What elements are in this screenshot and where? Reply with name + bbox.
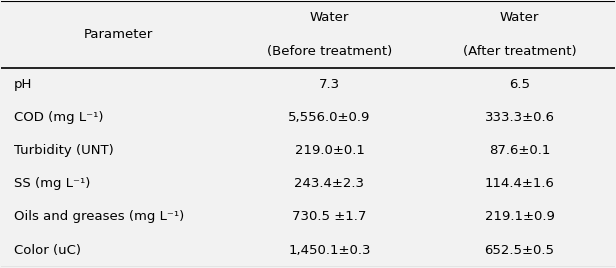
Text: 219.0±0.1: 219.0±0.1 xyxy=(294,144,365,157)
Text: 5,556.0±0.9: 5,556.0±0.9 xyxy=(288,111,371,124)
Text: 219.1±0.9: 219.1±0.9 xyxy=(485,210,554,224)
Text: 652.5±0.5: 652.5±0.5 xyxy=(485,244,554,256)
Text: Turbidity (UNT): Turbidity (UNT) xyxy=(14,144,113,157)
Text: 114.4±1.6: 114.4±1.6 xyxy=(485,177,554,190)
Text: 333.3±0.6: 333.3±0.6 xyxy=(485,111,554,124)
Text: SS (mg L⁻¹): SS (mg L⁻¹) xyxy=(14,177,90,190)
Text: 243.4±2.3: 243.4±2.3 xyxy=(294,177,365,190)
Text: Color (uC): Color (uC) xyxy=(14,244,81,256)
Text: Parameter: Parameter xyxy=(83,28,153,41)
Text: COD (mg L⁻¹): COD (mg L⁻¹) xyxy=(14,111,103,124)
Text: 6.5: 6.5 xyxy=(509,78,530,91)
Text: Oils and greases (mg L⁻¹): Oils and greases (mg L⁻¹) xyxy=(14,210,184,224)
Text: (Before treatment): (Before treatment) xyxy=(267,44,392,58)
Text: 87.6±0.1: 87.6±0.1 xyxy=(489,144,550,157)
Text: Water: Water xyxy=(310,12,349,24)
Text: pH: pH xyxy=(14,78,32,91)
Text: 7.3: 7.3 xyxy=(319,78,340,91)
Text: 730.5 ±1.7: 730.5 ±1.7 xyxy=(292,210,367,224)
Text: 1,450.1±0.3: 1,450.1±0.3 xyxy=(288,244,371,256)
Text: (After treatment): (After treatment) xyxy=(463,44,577,58)
Text: Water: Water xyxy=(500,12,539,24)
